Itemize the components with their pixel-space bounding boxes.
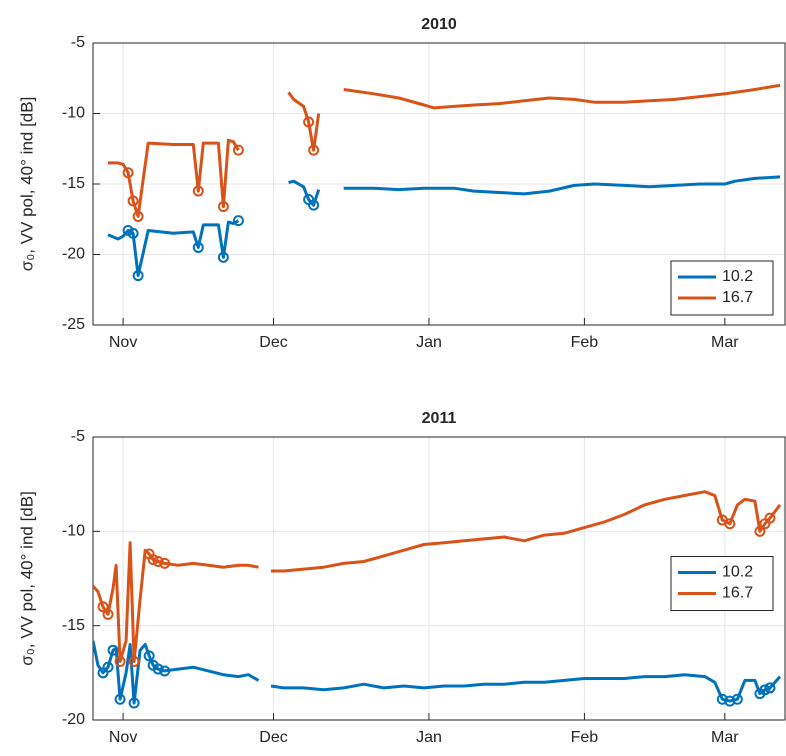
marker (143, 650, 155, 662)
legend-label: 10.2 (722, 564, 753, 581)
series-line (287, 91, 321, 152)
marker (217, 251, 229, 263)
marker (114, 693, 126, 705)
marker (759, 684, 771, 696)
marker (152, 663, 164, 675)
series-line (288, 179, 321, 207)
marker (102, 661, 114, 673)
y-tick-label: -25 (62, 316, 85, 333)
y-tick-label: -20 (62, 246, 85, 263)
marker (128, 697, 140, 709)
y-tick-label: -5 (71, 428, 85, 445)
marker (114, 656, 126, 668)
series-line (343, 175, 781, 196)
marker (159, 557, 171, 569)
x-tick-label: Dec (259, 729, 287, 746)
axes-box (92, 42, 786, 326)
marker (147, 554, 159, 566)
x-tick-label: Mar (711, 729, 739, 746)
marker (232, 144, 244, 156)
x-tick-label: Feb (571, 334, 599, 351)
x-tick-label: Nov (109, 334, 137, 351)
marker (159, 665, 171, 677)
marker (754, 525, 766, 537)
series-line (343, 83, 781, 110)
axes-box (92, 436, 786, 721)
marker (97, 601, 109, 613)
marker (217, 201, 229, 213)
series-line (271, 490, 782, 573)
y-tick-label: -15 (62, 175, 85, 192)
marker (127, 195, 139, 207)
y-tick-label: -10 (62, 523, 85, 540)
marker (128, 656, 140, 668)
marker (192, 241, 204, 253)
marker (731, 693, 743, 705)
x-tick-label: Jan (416, 729, 442, 746)
legend-label: 16.7 (722, 289, 753, 306)
marker (764, 682, 776, 694)
marker (132, 210, 144, 222)
y-axis-label: σ₀, VV pol, 40° ind [dB] (17, 97, 36, 272)
marker (716, 693, 728, 705)
series-line (270, 673, 782, 703)
marker (764, 512, 776, 524)
marker (724, 518, 736, 530)
legend (670, 260, 774, 316)
marker (122, 167, 134, 179)
legend (670, 556, 774, 611)
marker (152, 556, 164, 568)
y-axis-label: σ₀, VV pol, 40° ind [dB] (17, 491, 36, 666)
marker (303, 116, 315, 128)
y-tick-label: -10 (62, 105, 85, 122)
y-tick-label: -5 (71, 34, 85, 51)
legend-label: 10.2 (722, 268, 753, 285)
marker (308, 199, 320, 211)
marker (192, 185, 204, 197)
marker (127, 227, 139, 239)
marker (308, 144, 320, 156)
y-tick-label: -20 (62, 711, 85, 728)
x-tick-label: Feb (571, 729, 599, 746)
marker (132, 270, 144, 282)
y-tick-label: -15 (62, 617, 85, 634)
marker (724, 695, 736, 707)
x-tick-label: Jan (416, 334, 442, 351)
legend-label: 16.7 (722, 585, 753, 602)
chart-title: 2011 (422, 410, 457, 427)
x-tick-label: Mar (711, 334, 739, 351)
x-tick-label: Dec (259, 334, 287, 351)
marker (107, 644, 119, 656)
plot-area (93, 437, 785, 720)
series-line (93, 640, 260, 705)
chart-title: 2010 (421, 16, 457, 33)
marker (102, 608, 114, 620)
marker (232, 215, 244, 227)
x-tick-label: Nov (109, 729, 137, 746)
